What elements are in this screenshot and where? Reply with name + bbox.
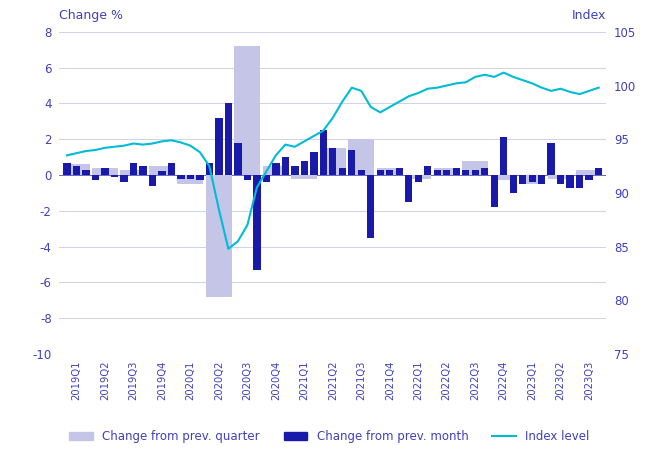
Bar bbox=[215, 118, 223, 175]
Bar bbox=[263, 166, 289, 175]
Bar bbox=[348, 150, 355, 175]
Bar bbox=[149, 175, 156, 186]
Bar bbox=[263, 175, 270, 182]
Bar bbox=[585, 175, 593, 180]
Bar bbox=[329, 148, 337, 175]
Bar bbox=[149, 166, 175, 175]
Bar bbox=[158, 172, 165, 175]
Bar bbox=[529, 175, 536, 182]
Bar bbox=[72, 166, 80, 175]
Bar bbox=[462, 161, 488, 175]
Bar bbox=[576, 170, 602, 175]
Bar bbox=[272, 163, 279, 175]
Bar bbox=[490, 175, 517, 180]
Bar bbox=[92, 168, 118, 175]
Bar bbox=[206, 163, 213, 175]
Bar bbox=[63, 163, 71, 175]
Bar bbox=[139, 166, 146, 175]
Bar bbox=[443, 170, 451, 175]
Bar bbox=[63, 164, 90, 175]
Bar bbox=[538, 175, 546, 184]
Bar bbox=[595, 168, 602, 175]
Bar bbox=[481, 168, 488, 175]
Bar bbox=[92, 175, 99, 180]
Bar bbox=[377, 168, 403, 175]
Legend: Change from prev. quarter, Change from prev. month, Index level: Change from prev. quarter, Change from p… bbox=[65, 426, 594, 448]
Bar bbox=[519, 175, 545, 184]
Text: Change %: Change % bbox=[59, 9, 123, 22]
Bar bbox=[82, 170, 90, 175]
Bar bbox=[434, 170, 441, 175]
Bar bbox=[320, 148, 346, 175]
Bar bbox=[500, 138, 507, 175]
Bar bbox=[225, 104, 232, 175]
Bar bbox=[206, 175, 232, 297]
Bar bbox=[519, 175, 527, 184]
Bar bbox=[576, 175, 583, 188]
Bar bbox=[405, 175, 413, 202]
Bar bbox=[177, 175, 204, 184]
Bar bbox=[358, 170, 365, 175]
Bar bbox=[453, 168, 460, 175]
Bar bbox=[234, 46, 260, 175]
Bar bbox=[301, 161, 308, 175]
Bar bbox=[339, 168, 346, 175]
Bar bbox=[167, 163, 175, 175]
Bar bbox=[490, 175, 498, 207]
Text: Index: Index bbox=[572, 9, 606, 22]
Bar bbox=[509, 175, 517, 193]
Bar bbox=[367, 175, 374, 238]
Bar bbox=[281, 157, 289, 175]
Bar bbox=[320, 130, 327, 175]
Bar bbox=[310, 152, 318, 175]
Bar bbox=[424, 166, 432, 175]
Bar bbox=[130, 163, 137, 175]
Bar bbox=[376, 170, 384, 175]
Bar bbox=[548, 143, 555, 175]
Bar bbox=[557, 175, 564, 184]
Bar bbox=[111, 175, 118, 177]
Bar bbox=[186, 175, 194, 178]
Bar bbox=[234, 143, 242, 175]
Bar bbox=[472, 170, 479, 175]
Bar bbox=[244, 175, 251, 180]
Bar bbox=[253, 175, 260, 270]
Bar bbox=[177, 175, 185, 178]
Bar bbox=[291, 175, 318, 178]
Bar bbox=[386, 170, 393, 175]
Bar bbox=[120, 175, 128, 182]
Bar bbox=[405, 175, 432, 178]
Bar bbox=[434, 168, 460, 175]
Bar bbox=[462, 170, 469, 175]
Bar bbox=[101, 168, 109, 175]
Bar bbox=[567, 175, 574, 188]
Bar bbox=[348, 139, 374, 175]
Bar bbox=[548, 175, 574, 178]
Bar bbox=[121, 170, 146, 175]
Bar bbox=[415, 175, 422, 182]
Bar bbox=[291, 166, 299, 175]
Bar bbox=[395, 168, 403, 175]
Bar bbox=[196, 175, 204, 180]
